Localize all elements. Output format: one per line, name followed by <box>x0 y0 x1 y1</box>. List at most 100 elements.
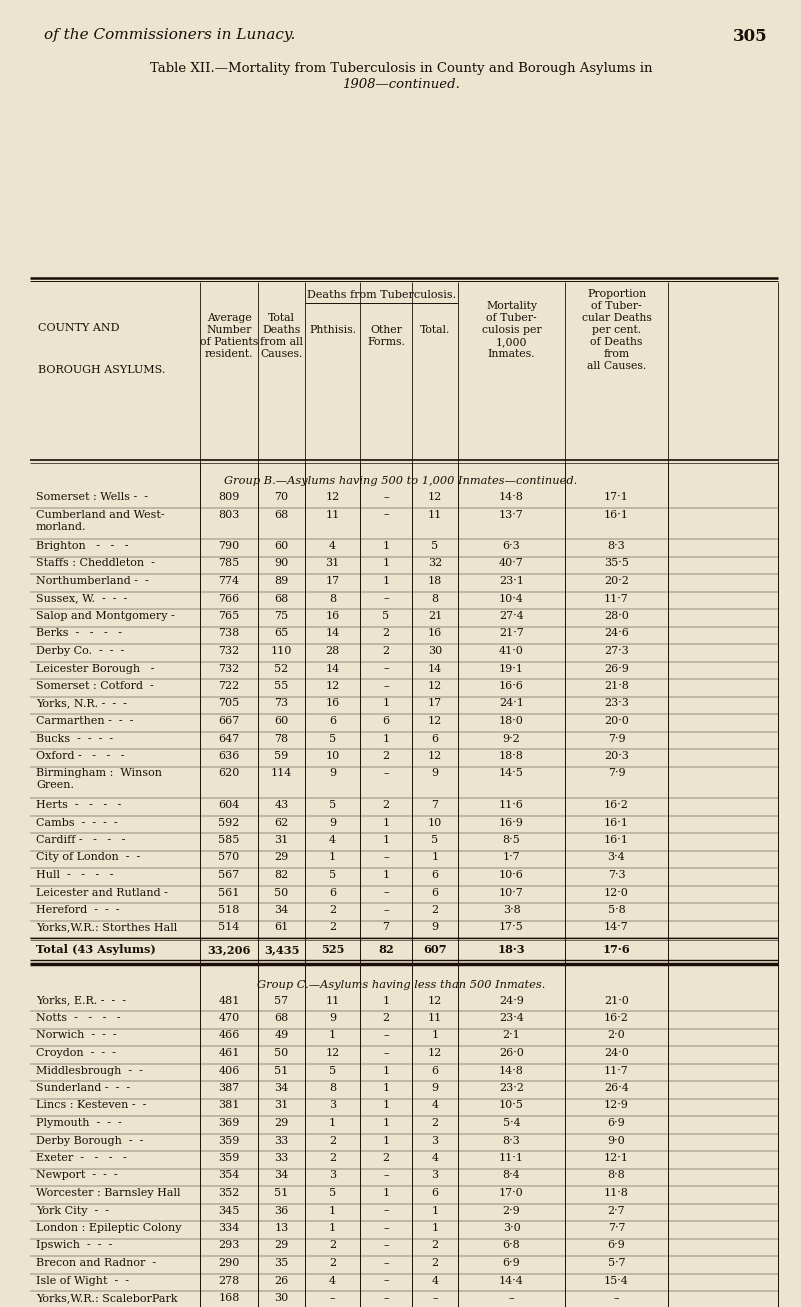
Text: 16: 16 <box>325 610 340 621</box>
Text: 2: 2 <box>329 923 336 932</box>
Text: 5·7: 5·7 <box>608 1259 626 1268</box>
Text: 604: 604 <box>219 800 239 810</box>
Text: 5: 5 <box>329 733 336 744</box>
Text: 387: 387 <box>219 1084 239 1093</box>
Text: Hull  -   -   -   -: Hull - - - - <box>36 870 114 880</box>
Text: 5·4: 5·4 <box>502 1117 521 1128</box>
Text: 15·4: 15·4 <box>604 1276 629 1286</box>
Text: London : Epileptic Colony: London : Epileptic Colony <box>36 1223 182 1233</box>
Text: 620: 620 <box>219 769 239 779</box>
Text: Somerset : Cotford  -: Somerset : Cotford - <box>36 681 154 691</box>
Text: 561: 561 <box>219 887 239 898</box>
Text: 21: 21 <box>428 610 442 621</box>
Text: Other: Other <box>370 325 402 335</box>
Text: 6: 6 <box>329 716 336 725</box>
Text: 2: 2 <box>382 1153 389 1163</box>
Text: Causes.: Causes. <box>260 349 303 359</box>
Text: 14·8: 14·8 <box>499 1065 524 1076</box>
Text: 785: 785 <box>219 558 239 569</box>
Text: 17·0: 17·0 <box>499 1188 524 1199</box>
Text: 722: 722 <box>219 681 239 691</box>
Text: 14·8: 14·8 <box>499 491 524 502</box>
Text: 1: 1 <box>329 1205 336 1216</box>
Text: Group C.—Asylums having less than 500 Inmates.: Group C.—Asylums having less than 500 In… <box>257 979 545 989</box>
Text: 3,435: 3,435 <box>264 944 300 955</box>
Text: 5·8: 5·8 <box>608 904 626 915</box>
Text: 6·3: 6·3 <box>502 541 521 552</box>
Text: Birmingham :  Winson: Birmingham : Winson <box>36 769 162 779</box>
Text: –: – <box>383 904 388 915</box>
Text: Sunderland -  -  -: Sunderland - - - <box>36 1084 130 1093</box>
Text: 7: 7 <box>383 923 389 932</box>
Text: 592: 592 <box>219 817 239 827</box>
Text: 23·3: 23·3 <box>604 698 629 708</box>
Text: –: – <box>383 1030 388 1040</box>
Text: 14·7: 14·7 <box>604 923 629 932</box>
Text: –: – <box>383 510 388 519</box>
Text: Total: Total <box>268 312 295 323</box>
Text: 1: 1 <box>382 698 389 708</box>
Text: 30: 30 <box>275 1293 288 1303</box>
Text: 18·8: 18·8 <box>499 752 524 761</box>
Text: 1: 1 <box>382 541 389 552</box>
Text: 570: 570 <box>219 852 239 863</box>
Text: 10: 10 <box>325 752 340 761</box>
Text: Exeter  -   -   -   -: Exeter - - - - <box>36 1153 127 1163</box>
Text: 8·5: 8·5 <box>502 835 521 846</box>
Text: 16·2: 16·2 <box>604 800 629 810</box>
Text: 8·4: 8·4 <box>502 1171 521 1180</box>
Text: –: – <box>433 1293 438 1303</box>
Text: 10·4: 10·4 <box>499 593 524 604</box>
Text: of Tuber-: of Tuber- <box>486 312 537 323</box>
Text: 13·7: 13·7 <box>499 510 524 519</box>
Text: 34: 34 <box>275 1084 288 1093</box>
Text: 65: 65 <box>275 629 288 639</box>
Text: Norwich  -  -  -: Norwich - - - <box>36 1030 117 1040</box>
Text: 21·8: 21·8 <box>604 681 629 691</box>
Text: 1: 1 <box>382 1136 389 1145</box>
Text: 168: 168 <box>219 1293 239 1303</box>
Text: 7·7: 7·7 <box>608 1223 626 1233</box>
Text: 6: 6 <box>432 1188 439 1199</box>
Text: 23·4: 23·4 <box>499 1013 524 1023</box>
Text: Northumberland -  -: Northumberland - - <box>36 576 149 586</box>
Text: 16·2: 16·2 <box>604 1013 629 1023</box>
Text: 10·6: 10·6 <box>499 870 524 880</box>
Text: Brighton   -   -   -: Brighton - - - <box>36 541 128 552</box>
Text: 3: 3 <box>432 1136 439 1145</box>
Text: –: – <box>383 1205 388 1216</box>
Text: 12: 12 <box>428 752 442 761</box>
Text: 5: 5 <box>432 835 439 846</box>
Text: 2: 2 <box>329 1136 336 1145</box>
Text: Yorks,W.R.: ScaleborPark: Yorks,W.R.: ScaleborPark <box>36 1293 178 1303</box>
Text: 732: 732 <box>219 646 239 656</box>
Text: –: – <box>383 852 388 863</box>
Text: 1: 1 <box>382 1084 389 1093</box>
Text: Carmarthen -  -  -: Carmarthen - - - <box>36 716 134 725</box>
Text: –: – <box>383 1276 388 1286</box>
Text: Brecon and Radnor  -: Brecon and Radnor - <box>36 1259 156 1268</box>
Text: 18·0: 18·0 <box>499 716 524 725</box>
Text: Average: Average <box>207 312 252 323</box>
Text: 31: 31 <box>325 558 340 569</box>
Text: Herts  -   -   -   -: Herts - - - - <box>36 800 122 810</box>
Text: York City  -  -: York City - - <box>36 1205 109 1216</box>
Text: 525: 525 <box>321 944 344 955</box>
Text: 2·9: 2·9 <box>502 1205 521 1216</box>
Text: 26·0: 26·0 <box>499 1048 524 1057</box>
Text: Deaths: Deaths <box>263 325 300 335</box>
Text: 33: 33 <box>275 1153 288 1163</box>
Text: 12: 12 <box>428 681 442 691</box>
Text: Cumberland and West-: Cumberland and West- <box>36 510 165 519</box>
Text: 636: 636 <box>219 752 239 761</box>
Text: 3·4: 3·4 <box>608 852 626 863</box>
Text: 7·9: 7·9 <box>608 733 626 744</box>
Text: –: – <box>383 664 388 673</box>
Text: 1: 1 <box>432 1223 439 1233</box>
Text: 6·9: 6·9 <box>608 1117 626 1128</box>
Text: –: – <box>383 1240 388 1251</box>
Text: 790: 790 <box>219 541 239 552</box>
Text: 31: 31 <box>275 1100 288 1111</box>
Text: Isle of Wight  -  -: Isle of Wight - - <box>36 1276 129 1286</box>
Text: 14·5: 14·5 <box>499 769 524 779</box>
